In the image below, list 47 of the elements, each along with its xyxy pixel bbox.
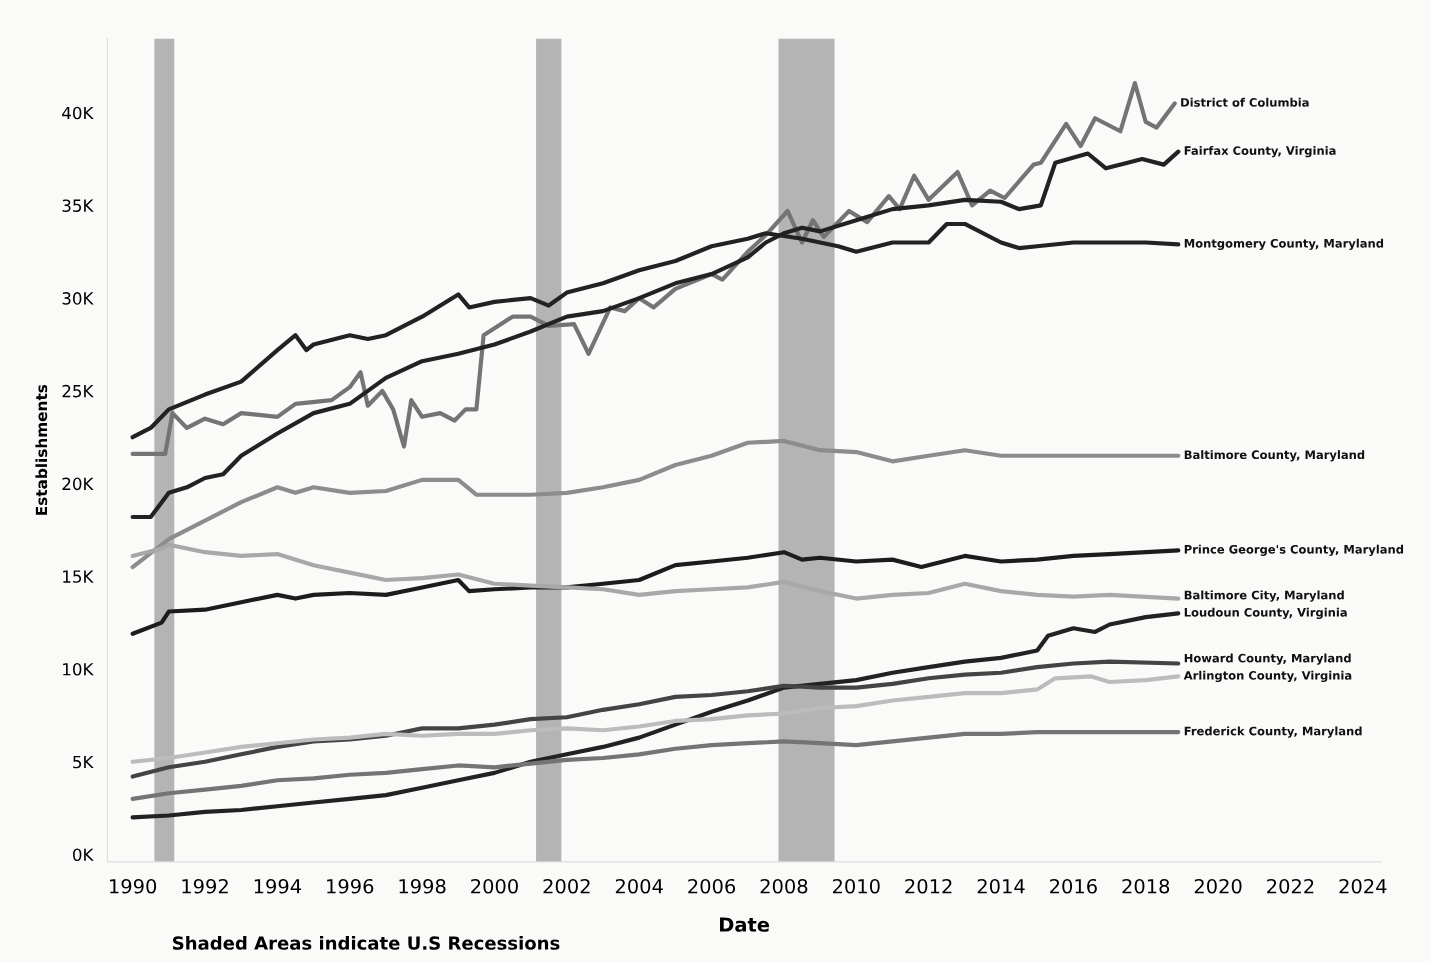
series-label: Howard County, Maryland <box>1184 653 1351 665</box>
y-tick-label: 15K <box>63 570 94 583</box>
y-tick-label: 0K <box>73 848 94 862</box>
series-label: Arlington County, Virginia <box>1183 670 1352 683</box>
y-tick-label: 30K <box>62 292 94 305</box>
x-tick-label: 1994 <box>254 878 302 894</box>
x-tick-label: 2008 <box>760 878 808 894</box>
y-axis-title: Establishments <box>35 384 48 515</box>
x-tick-label: 2024 <box>1339 878 1387 894</box>
y-tick-label: 5K <box>73 755 94 769</box>
x-tick-label: 2014 <box>977 878 1025 894</box>
x-tick-label: 1998 <box>399 878 446 894</box>
x-tick-label: 2004 <box>615 878 663 894</box>
x-tick-label: 2000 <box>471 878 518 894</box>
series-label: Frederick County, Maryland <box>1184 726 1362 738</box>
line-series <box>130 729 1181 801</box>
series-label: Prince George's County, Maryland <box>1184 544 1404 556</box>
line-series <box>130 80 1177 456</box>
text: Shaded Areas indicate U.S Recessions <box>173 935 560 950</box>
x-tick-label: 2006 <box>688 878 736 894</box>
x-tick-label: 2002 <box>543 878 590 894</box>
y-tick-label: 40K <box>62 106 94 120</box>
x-axis-title: Date <box>720 917 770 932</box>
x-tick-label: 2012 <box>905 878 952 894</box>
series-label: Fairfax County, Virginia <box>1184 146 1336 158</box>
x-tick-label: 1990 <box>110 878 157 894</box>
y-tick-label: 10K <box>63 662 94 676</box>
x-tick-label: 1992 <box>182 878 228 894</box>
line-series <box>130 149 1181 520</box>
x-tick-label: 2018 <box>1122 878 1170 894</box>
series-label: Loudoun County, Virginia <box>1184 607 1347 620</box>
line-series <box>130 438 1181 570</box>
x-tick-label: 2020 <box>1194 878 1242 894</box>
series-label: Montgomery County, Maryland <box>1184 238 1384 250</box>
x-tick-label: 1996 <box>327 878 374 894</box>
series-label: Baltimore County, Maryland <box>1184 450 1365 462</box>
line-series <box>130 611 1181 820</box>
line-series <box>130 659 1181 779</box>
line-series <box>130 548 1181 636</box>
y-tick-label: 35K <box>62 199 94 212</box>
x-tick-label: 2016 <box>1050 878 1097 894</box>
y-tick-label: 25K <box>62 384 94 398</box>
series-label: District of Columbia <box>1181 97 1309 107</box>
x-tick-label: 2010 <box>832 878 880 894</box>
y-tick-label: 20K <box>62 477 94 491</box>
series-label: Baltimore City, Maryland <box>1184 590 1344 602</box>
x-tick-label: 2022 <box>1267 878 1314 894</box>
